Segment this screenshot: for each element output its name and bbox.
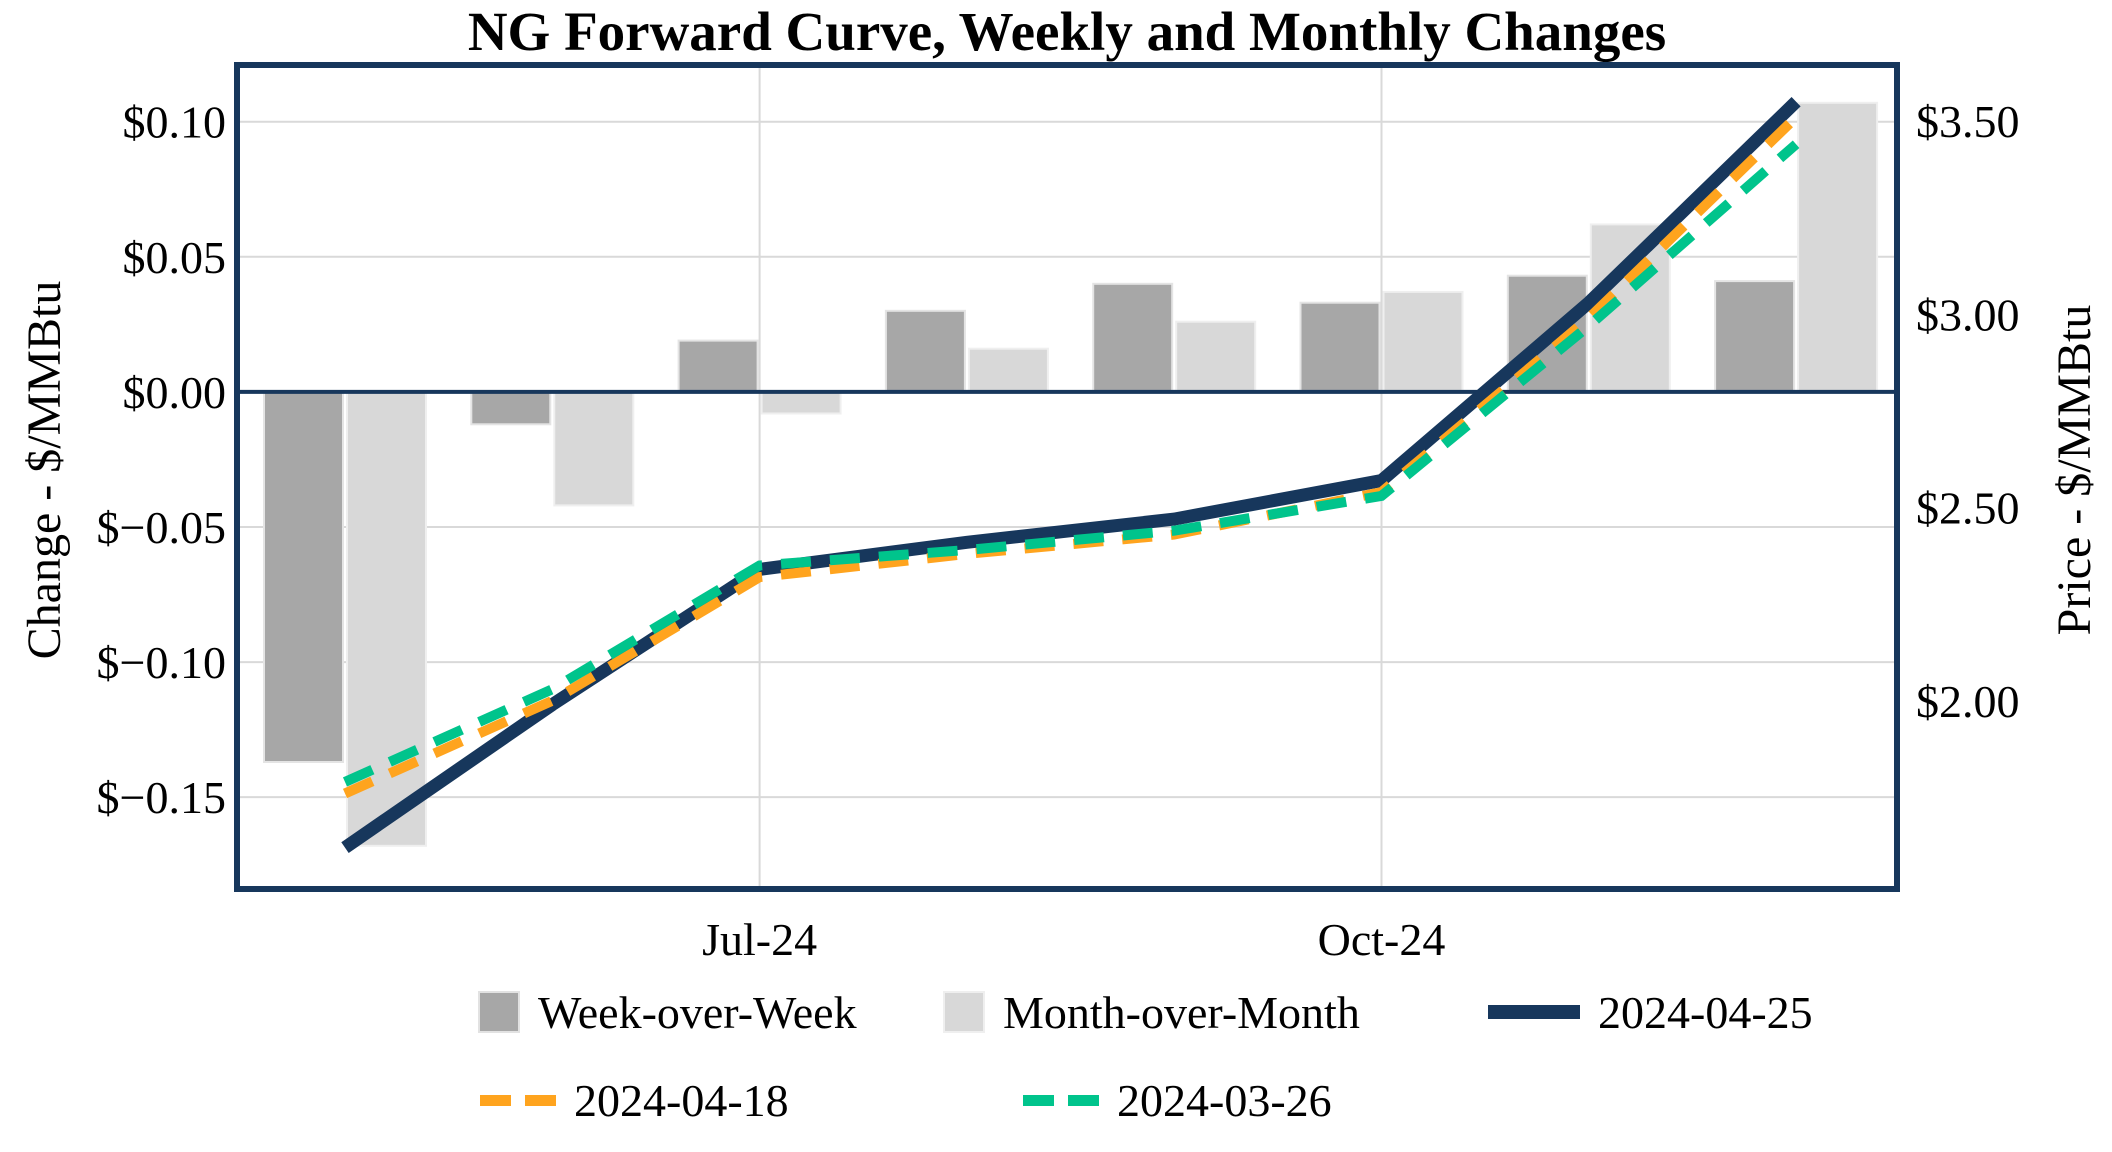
bar-wow-May-24 [263, 390, 344, 763]
right-axis-tick-label: $2.50 [1916, 483, 2020, 534]
bar-mom-Jun-24 [553, 390, 635, 507]
bar-mom-Aug-24 [967, 347, 1049, 393]
curve-line-2024-03-26 [342, 140, 1800, 787]
wow-bar-swatch-icon [478, 991, 520, 1033]
legend-item-2024-04-25: 2024-04-25 [1488, 986, 1813, 1038]
bar-wow-Sep-24 [1092, 282, 1174, 393]
legend-item-2024-03-26: 2024-03-26 [1023, 1074, 1332, 1126]
legend-item-2024-04-18: 2024-04-18 [480, 1074, 789, 1126]
right-axis-tick-label: $3.50 [1916, 96, 2020, 147]
plot-border [234, 62, 1900, 892]
orange-dashed-line-swatch-icon [480, 1094, 556, 1106]
left-axis-tick-label: $−0.10 [97, 637, 226, 688]
left-axis-title: Change - $/MMBtu [18, 280, 71, 660]
legend-label: 2024-04-18 [574, 1074, 789, 1126]
right-axis-tick-label: $2.00 [1916, 676, 2020, 727]
bar-wow-Aug-24 [884, 309, 966, 393]
left-axis-tick-label: $0.05 [123, 232, 227, 283]
legend-item-week-over-week: Week-over-Week [478, 986, 857, 1038]
left-axis-tick-label: $−0.05 [97, 502, 226, 553]
x-axis-tick-label: Jul-24 [702, 914, 817, 965]
left-axis-tick-label: $0.00 [123, 367, 227, 418]
legend-label: 2024-03-26 [1117, 1074, 1332, 1126]
legend-label: 2024-04-25 [1598, 986, 1813, 1038]
bar-wow-Dec-24 [1714, 280, 1796, 393]
legend-label: Week-over-Week [538, 986, 857, 1038]
bar-wow-Oct-24 [1299, 301, 1381, 393]
legend-row-2: 2024-04-18 2024-03-26 [0, 1074, 2112, 1126]
bar-mom-Jul-24 [760, 390, 842, 415]
legend-label: Month-over-Month [1003, 986, 1360, 1038]
bar-wow-Jul-24 [677, 339, 759, 393]
right-axis-tick-label: $3.00 [1916, 289, 2020, 340]
legend-row-1: Week-over-Week Month-over-Month 2024-04-… [0, 986, 2112, 1038]
solid-line-swatch-icon [1488, 1005, 1580, 1019]
right-axis-title: Price - $/MMBtu [2048, 304, 2101, 636]
left-axis-tick-label: $0.10 [123, 97, 227, 148]
bar-wow-Jun-24 [470, 390, 552, 426]
mom-bar-swatch-icon [943, 991, 985, 1033]
legend-item-month-over-month: Month-over-Month [943, 986, 1360, 1038]
bar-mom-Sep-24 [1175, 320, 1257, 393]
green-dashed-line-swatch-icon [1023, 1094, 1099, 1106]
left-axis-tick-label: $−0.15 [97, 772, 226, 823]
bar-mom-Oct-24 [1382, 290, 1464, 393]
chart-title: NG Forward Curve, Weekly and Monthly Cha… [467, 1, 1667, 62]
x-axis-tick-label: Oct-24 [1318, 914, 1446, 965]
curve-line-2024-04-18 [342, 113, 1800, 799]
bar-mom-Dec-24 [1797, 101, 1879, 393]
